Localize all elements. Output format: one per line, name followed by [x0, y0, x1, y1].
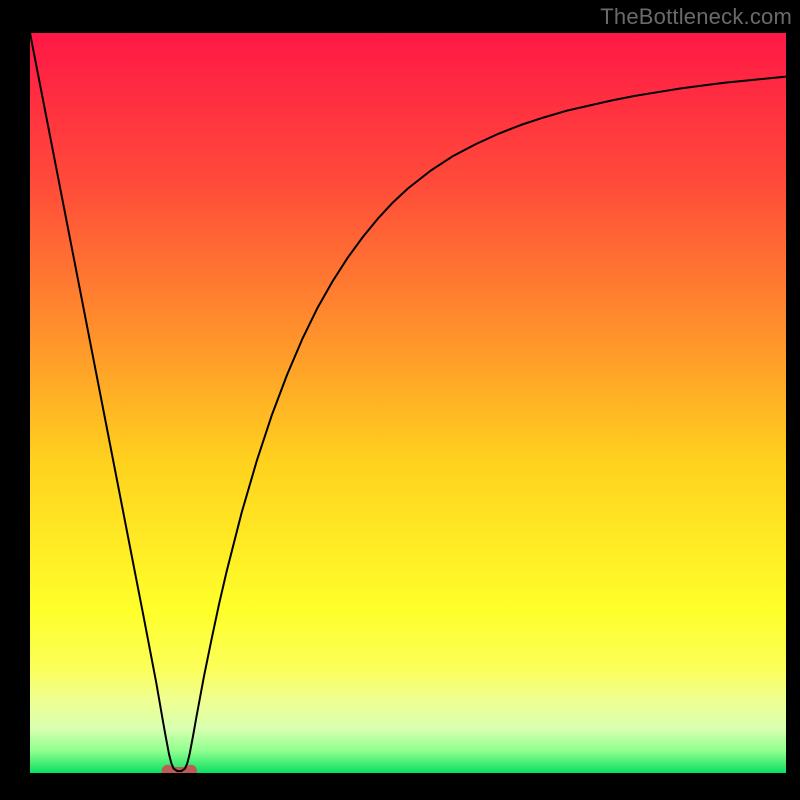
chart-svg — [30, 33, 786, 773]
watermark-text: TheBottleneck.com — [600, 4, 792, 30]
chart-frame: TheBottleneck.com — [0, 0, 800, 800]
plot-area — [30, 33, 786, 773]
gradient-background — [30, 33, 786, 773]
